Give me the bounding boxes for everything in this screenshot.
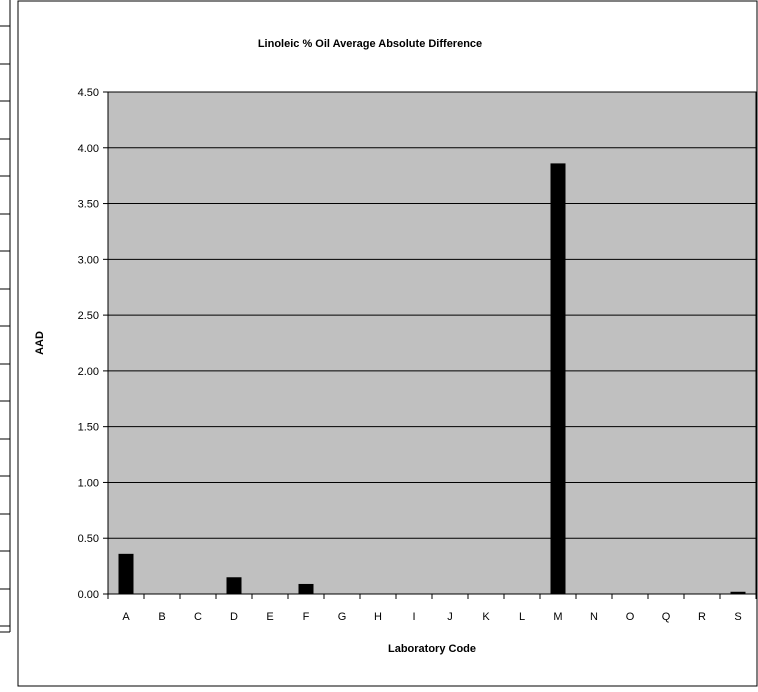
y-tick-label: 2.50 [78, 310, 99, 322]
y-tick-label: 4.00 [78, 143, 99, 155]
y-tick-label: 2.00 [78, 366, 99, 378]
x-tick-label: O [626, 611, 635, 623]
x-tick-label: C [194, 611, 202, 623]
y-tick-label: 1.00 [78, 477, 99, 489]
chart-title: Linoleic % Oil Average Absolute Differen… [258, 38, 482, 50]
x-tick-label: B [158, 611, 165, 623]
x-tick-label: I [412, 611, 415, 623]
y-tick-label: 0.00 [78, 589, 99, 601]
bar-S [730, 591, 746, 594]
y-axis-ticks: 0.00 0.50 1.00 1.50 2.00 2.50 3.00 3.50 4.00 4.50 [78, 87, 108, 601]
y-tick-label: 1.50 [78, 422, 99, 434]
x-tick-label: M [553, 611, 562, 623]
y-tick-label: 4.50 [78, 87, 99, 99]
gridlines [108, 91, 756, 539]
x-tick-label: J [447, 611, 453, 623]
x-tick-label: D [230, 611, 238, 623]
x-axis-title: Laboratory Code [388, 643, 476, 655]
bar-A [118, 553, 134, 594]
x-tick-label: G [338, 611, 347, 623]
y-tick-label: 3.50 [78, 199, 99, 211]
x-tick-label: K [482, 611, 490, 623]
x-tick-label: N [590, 611, 598, 623]
bars [118, 163, 746, 594]
x-tick-label: A [122, 611, 130, 623]
bar-F [298, 583, 314, 594]
x-tick-label: L [519, 611, 525, 623]
x-tick-label: H [374, 611, 382, 623]
x-tick-label: Q [662, 611, 671, 623]
x-tick-label: F [303, 611, 310, 623]
x-tick-label: E [266, 611, 273, 623]
x-tick-label: S [734, 611, 741, 623]
plot-area [107, 91, 757, 595]
bar-D [226, 577, 242, 594]
bar-M [550, 163, 566, 594]
y-tick-label: 0.50 [78, 533, 99, 545]
x-tick-label: R [698, 611, 706, 623]
y-axis-title: AAD [34, 331, 46, 355]
y-tick-label: 3.00 [78, 254, 99, 266]
left-edge-fragment [0, 0, 11, 633]
